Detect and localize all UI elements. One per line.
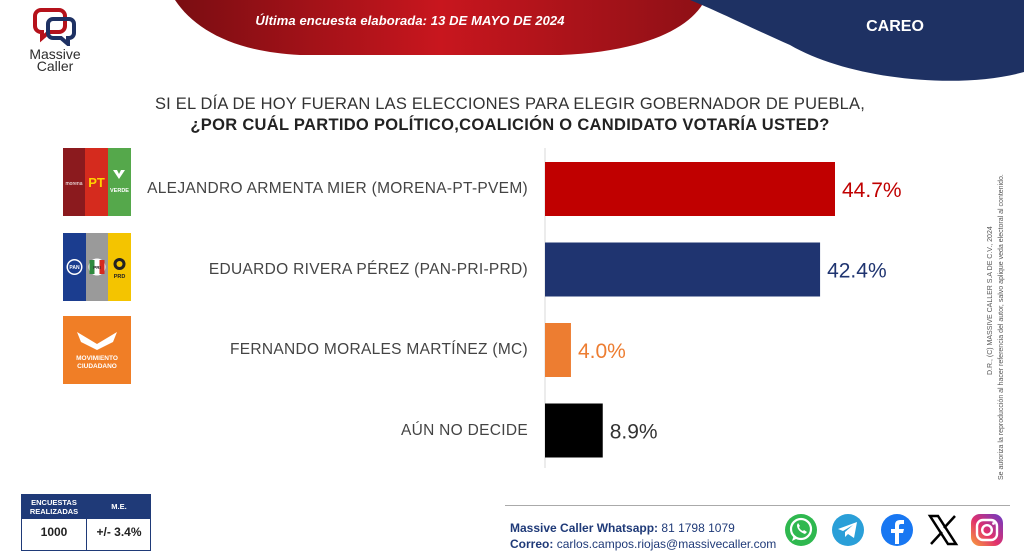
disclaimer-line-2: Se autoriza la reproducción al hacer ref… (998, 174, 1005, 480)
category-label-morales: FERNANDO MORALES MARTÍNEZ (MC) (229, 341, 528, 358)
margin-error-value: +/- 3.4% (96, 525, 142, 539)
email-label: Correo: (510, 537, 554, 551)
whatsapp-label: Massive Caller Whatsapp: (510, 521, 659, 535)
prd-text: PRD (114, 274, 126, 280)
surveys-header: ENCUESTAS REALIZADAS (22, 495, 86, 519)
footer-divider (505, 505, 1010, 506)
disclaimer-line-1: D.R., (C) MASSIVE CALLER S.A DE C.V., 20… (987, 226, 994, 375)
survey-date: Última encuesta elaborada: 13 DE MAYO DE… (255, 13, 565, 28)
speech-bubbles-icon (33, 8, 76, 46)
category-label-rivera: EDUARDO RIVERA PÉREZ (PAN-PRI-PRD) (208, 261, 528, 278)
category-label-armenta: ALEJANDRO ARMENTA MIER (MORENA-PT-PVEM) (147, 180, 528, 197)
email-address[interactable]: carlos.campos.riojas@massivecaller.com (556, 537, 777, 551)
whatsapp-icon[interactable] (783, 512, 819, 548)
morena-pt-pvem-coalition-logo: morena PT VERDE (63, 148, 131, 216)
bar-morales (545, 323, 571, 377)
bar-chart: 44.7% 42.4% 4.0% 8.9% (544, 148, 902, 468)
brand-logo: Massive Caller (20, 6, 90, 74)
pt-text: PT (88, 175, 105, 190)
question-line-1: SI EL DÍA DE HOY FUERAN LAS ELECCIONES P… (154, 95, 866, 113)
brand-name-secondary: Caller (36, 58, 74, 74)
movimiento-text: MOVIMIENTO (76, 355, 118, 362)
header-background (175, 0, 1024, 81)
pan-text: PAN (69, 265, 80, 271)
question-line-2: ¿POR CUÁL PARTIDO POLÍTICO,COALICIÓN O C… (190, 116, 830, 134)
telegram-icon[interactable] (830, 512, 866, 548)
facebook-icon[interactable] (879, 512, 915, 548)
instagram-icon[interactable] (969, 512, 1005, 548)
data-label-armenta: 44.7% (842, 179, 902, 202)
whatsapp-number[interactable]: 81 1798 1079 (661, 521, 735, 535)
bar-rivera (545, 242, 821, 297)
verde-text: VERDE (110, 188, 129, 194)
ciudadano-text: CIUDADANO (77, 363, 117, 370)
section-tag: CAREO (866, 18, 924, 35)
pri-text: PRI (93, 265, 101, 270)
brand-name: Massive (29, 46, 81, 62)
email-contact: Correo: carlos.campos.riojas@massivecall… (510, 537, 776, 551)
pan-pri-prd-coalition-logo: PAN PRI PRD (63, 233, 131, 301)
table-divider (86, 495, 87, 551)
category-label-undecided: AÚN NO DECIDE (400, 422, 528, 439)
data-label-morales: 4.0% (578, 340, 626, 363)
methodology-table: ENCUESTAS REALIZADAS M.E. 1000 +/- 3.4% (21, 494, 151, 551)
surveys-value: 1000 (40, 525, 68, 539)
whatsapp-contact: Massive Caller Whatsapp: 81 1798 1079 (510, 521, 735, 535)
data-label-undecided: 8.9% (610, 421, 658, 444)
bar-armenta (545, 162, 835, 216)
margin-error-header: M.E. (87, 495, 151, 519)
morena-text: morena (66, 181, 83, 187)
bar-undecided (545, 403, 603, 458)
data-label-rivera: 42.4% (827, 260, 887, 283)
movimiento-ciudadano-logo: MOVIMIENTO CIUDADANO (63, 316, 131, 384)
x-icon[interactable] (925, 512, 961, 548)
